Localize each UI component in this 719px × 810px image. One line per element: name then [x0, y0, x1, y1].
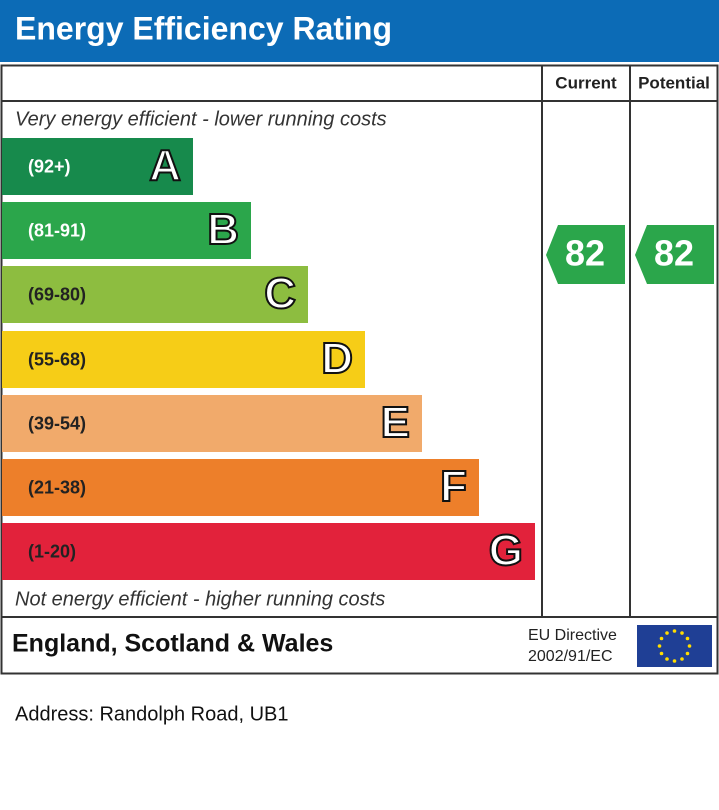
title: Energy Efficiency Rating — [15, 10, 392, 46]
bottom-note: Not energy efficient - higher running co… — [15, 588, 385, 610]
band-range: (92+) — [28, 156, 71, 176]
band-bar — [2, 202, 251, 259]
eu-star — [665, 631, 669, 635]
top-note: Very energy efficient - lower running co… — [15, 108, 387, 130]
band-letter: D — [321, 334, 353, 383]
potential-rating: 82 — [654, 233, 694, 274]
eu-star — [685, 651, 690, 656]
eu-star — [687, 644, 692, 648]
column-header: Current — [555, 73, 617, 92]
eu-star — [657, 644, 662, 648]
eu-star — [659, 636, 664, 641]
band-bar — [2, 331, 365, 388]
band-range: (55-68) — [28, 349, 86, 369]
region: England, Scotland & Wales — [12, 630, 333, 658]
bands: (92+) A (81-91) B (69-80) C (55-68) D (39-54) E (2… — [2, 138, 535, 580]
band-letter: G — [489, 526, 523, 575]
frame — [0, 64, 719, 675]
eu-star — [659, 651, 664, 656]
band-bar — [2, 459, 479, 516]
band-letter: F — [440, 462, 467, 511]
title-bar — [0, 0, 719, 62]
band-range: (81-91) — [28, 220, 86, 240]
band-range: (1-20) — [28, 541, 76, 561]
band-range: (39-54) — [28, 413, 86, 433]
eu-star — [685, 636, 690, 641]
current-rating: 82 — [565, 233, 605, 274]
potential-arrow — [635, 225, 714, 284]
band-bar — [2, 138, 193, 195]
eu-stars — [657, 629, 692, 663]
band-letter: E — [381, 398, 410, 447]
current-arrow — [546, 225, 625, 284]
eu-star — [680, 657, 684, 661]
band-bar — [2, 395, 422, 452]
band-letter: A — [149, 141, 181, 190]
column-header: Potential — [638, 73, 710, 92]
band-bar — [2, 266, 308, 323]
address: Address: Randolph Road, UB1 — [15, 703, 289, 725]
eu-star — [665, 657, 669, 661]
directive: EU Directive — [528, 627, 617, 644]
band-letter: B — [207, 205, 239, 254]
eu-star — [680, 631, 684, 635]
band-range: (21-38) — [28, 477, 86, 497]
band-range: (69-80) — [28, 284, 86, 304]
eu-star — [672, 629, 677, 633]
directive: 2002/91/EC — [528, 648, 613, 665]
band-letter: C — [264, 269, 296, 318]
eu-star — [672, 659, 677, 663]
band-bar — [2, 523, 535, 580]
